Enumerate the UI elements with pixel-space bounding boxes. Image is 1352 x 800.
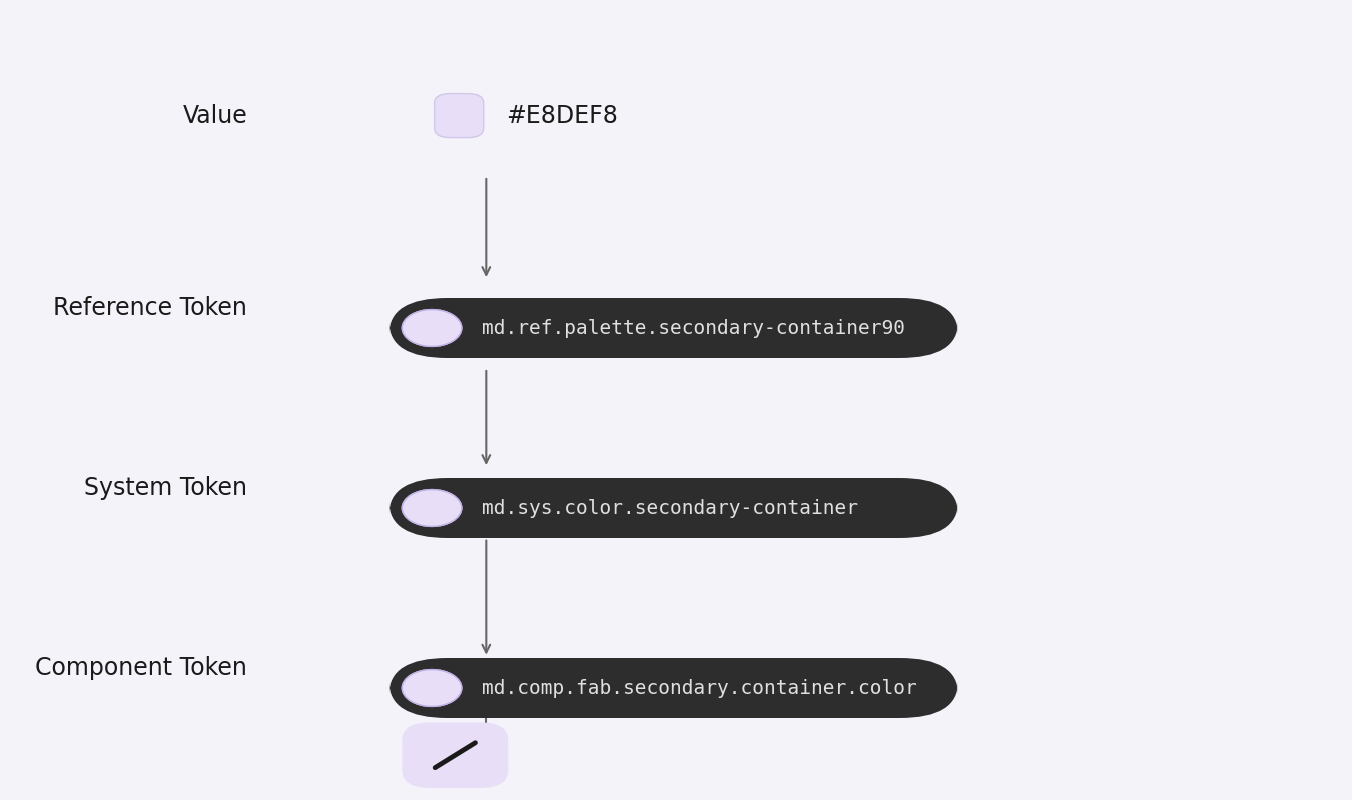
FancyBboxPatch shape: [389, 478, 959, 538]
Circle shape: [403, 310, 462, 346]
Text: Value: Value: [183, 104, 247, 128]
FancyBboxPatch shape: [389, 658, 959, 718]
Text: md.comp.fab.secondary.container.color: md.comp.fab.secondary.container.color: [483, 678, 917, 698]
Text: Reference Token: Reference Token: [54, 296, 247, 320]
Text: System Token: System Token: [84, 476, 247, 500]
Text: md.ref.palette.secondary-container90: md.ref.palette.secondary-container90: [483, 318, 906, 338]
Text: Component Token: Component Token: [35, 656, 247, 680]
FancyBboxPatch shape: [434, 94, 484, 138]
FancyBboxPatch shape: [403, 722, 508, 788]
Text: #E8DEF8: #E8DEF8: [506, 104, 618, 128]
Text: md.sys.color.secondary-container: md.sys.color.secondary-container: [483, 498, 859, 518]
Circle shape: [403, 670, 462, 706]
FancyBboxPatch shape: [389, 298, 959, 358]
Circle shape: [403, 490, 462, 526]
